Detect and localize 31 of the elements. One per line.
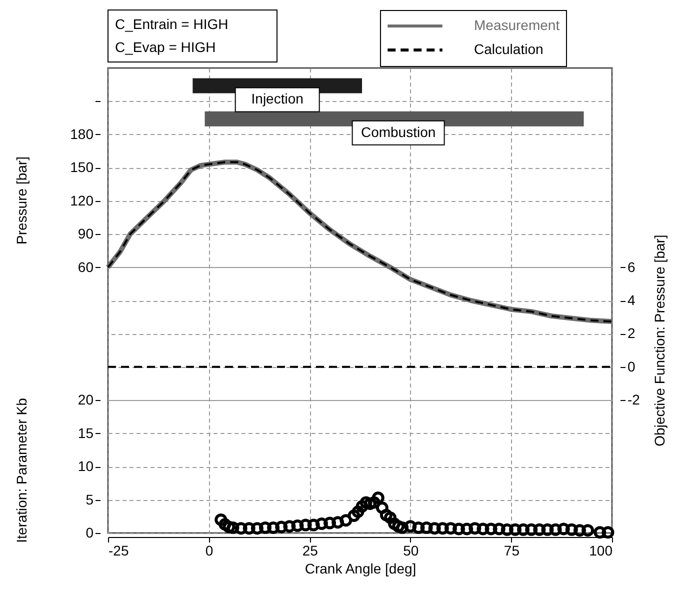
legend-label: Calculation [474,41,544,57]
y2-axis-title: Objective Function: Pressure [bar] [652,234,668,446]
y-tick-label: 120 [70,192,94,208]
y2-tick-label: 4 [628,292,636,308]
x-tick-label: 75 [504,542,520,558]
y2-tick-label: -2 [628,392,640,408]
y-tick-label: 150 [70,159,94,176]
y3-tick-label: 15 [78,424,94,441]
y3-tick-label: 5 [86,491,94,508]
y3-tick-label: 20 [78,392,94,408]
annotation: Combustion [360,124,436,140]
x-axis-title: Crank Angle [deg] [304,560,416,576]
y3-tick-label: 10 [78,458,94,474]
y2-tick-label: 6 [628,258,636,275]
text: C_Entrain = HIGH [115,16,228,32]
annotation: Injection [251,90,304,107]
x-tick-label: -25 [108,542,129,558]
x-tick-label: 50 [403,542,419,558]
y2-tick-label: 0 [628,358,636,374]
x-tick-label: 100 [589,542,613,558]
y3-axis-title: Iteration: Parameter Kb [14,398,30,543]
y2-tick-label: 2 [628,325,636,342]
x-tick-label: 0 [205,542,214,558]
y-tick-label: 90 [78,226,94,242]
text: C_Evap = HIGH [115,39,216,55]
y-axis-title: Pressure [bar] [14,156,30,244]
y-tick-label: 180 [70,126,94,142]
y-tick-label: 60 [78,258,94,275]
y3-tick-label: 0 [86,524,94,540]
x-tick-label: 25 [302,542,318,558]
legend-label: Measurement [474,17,560,33]
